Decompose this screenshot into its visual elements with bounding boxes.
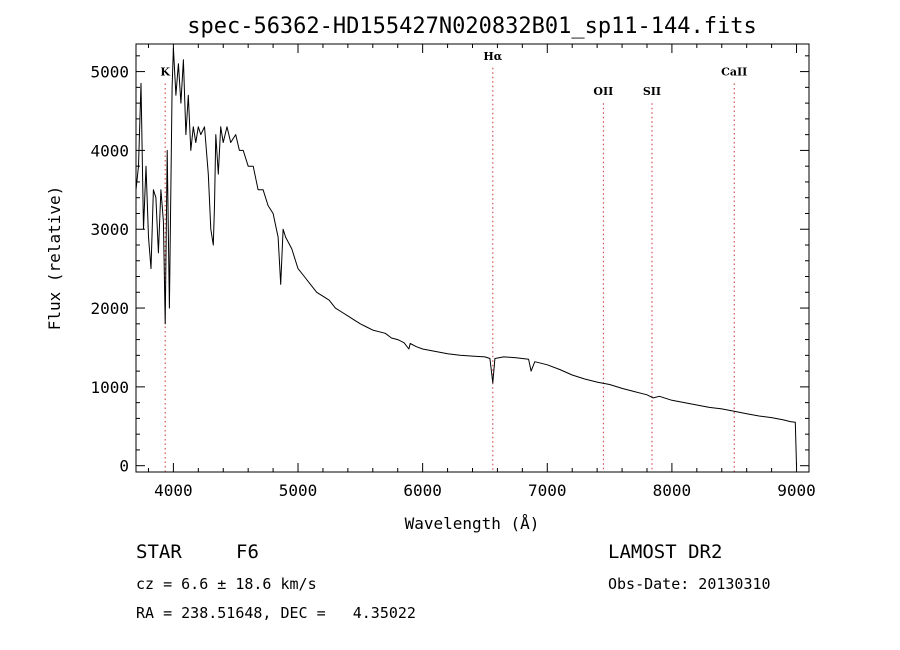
y-tick-label-0: 0 <box>119 457 129 476</box>
x-tick-label-4: 8000 <box>653 481 692 500</box>
line-label-K: K <box>160 66 170 79</box>
y-tick-label-2: 2000 <box>90 299 129 318</box>
x-tick-label-3: 7000 <box>528 481 567 500</box>
y-axis-label: Flux (relative) <box>45 186 64 331</box>
spectrum-series <box>135 47 797 466</box>
x-tick-label-1: 5000 <box>279 481 318 500</box>
line-label-SII: SII <box>643 85 661 98</box>
survey-name: LAMOST DR2 <box>608 541 723 563</box>
axes: 4000 5000 6000 7000 8000 9000 0 1000 2000 3000 400… <box>90 44 816 500</box>
obs-date: Obs-Date: 20130310 <box>608 575 771 593</box>
line-label-OII: OII <box>593 85 613 98</box>
x-tick-label-0: 4000 <box>154 481 193 500</box>
chart-title: spec-56362-HD155427N020832B01_sp11-144.f… <box>187 14 757 39</box>
y-tick-label-3: 3000 <box>90 220 129 239</box>
coordinates: RA = 238.51648, DEC = 4.35022 <box>136 604 416 622</box>
spectrum-line-0 <box>135 47 797 466</box>
emission-line-markers: K Hα OII SII CaII <box>160 50 747 472</box>
y-tick-label-4: 4000 <box>90 141 129 160</box>
x-tick-label-2: 6000 <box>403 481 442 500</box>
line-label-Hα: Hα <box>483 50 502 63</box>
x-axis-label: Wavelength (Å) <box>405 514 540 533</box>
y-tick-label-1: 1000 <box>90 378 129 397</box>
object-subclass: F6 <box>236 541 259 563</box>
y-tick-label-5: 5000 <box>90 63 129 82</box>
x-tick-label-5: 9000 <box>777 481 816 500</box>
line-label-CaII: CaII <box>721 66 747 79</box>
redshift-info: cz = 6.6 ± 18.6 km/s <box>136 575 317 593</box>
object-class: STAR <box>136 541 182 563</box>
plot-frame <box>135 43 810 473</box>
